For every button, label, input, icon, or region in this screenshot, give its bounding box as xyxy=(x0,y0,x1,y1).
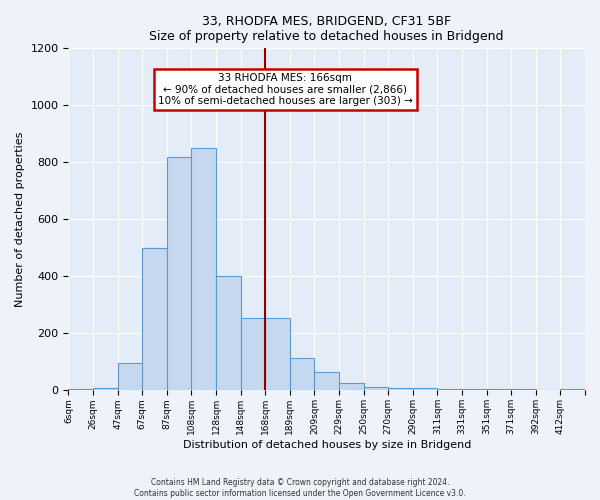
Text: Contains HM Land Registry data © Crown copyright and database right 2024.
Contai: Contains HM Land Registry data © Crown c… xyxy=(134,478,466,498)
Bar xyxy=(191,148,216,390)
Title: 33, RHODFA MES, BRIDGEND, CF31 5BF
Size of property relative to detached houses : 33, RHODFA MES, BRIDGEND, CF31 5BF Size … xyxy=(149,15,504,43)
Bar xyxy=(290,358,314,390)
Bar xyxy=(93,388,118,390)
Bar xyxy=(118,364,142,390)
Bar xyxy=(364,387,388,390)
Y-axis label: Number of detached properties: Number of detached properties xyxy=(15,132,25,307)
Bar xyxy=(511,389,536,390)
Bar xyxy=(167,156,191,390)
Bar xyxy=(216,276,241,390)
Bar xyxy=(462,389,487,390)
Text: 33 RHODFA MES: 166sqm
← 90% of detached houses are smaller (2,866)
10% of semi-d: 33 RHODFA MES: 166sqm ← 90% of detached … xyxy=(158,73,413,106)
Bar xyxy=(265,318,290,390)
Bar xyxy=(339,384,364,390)
Bar xyxy=(413,388,437,390)
Bar xyxy=(68,389,93,390)
Bar xyxy=(388,388,413,390)
Bar xyxy=(314,372,339,390)
Bar xyxy=(142,248,167,390)
Bar xyxy=(487,389,511,390)
Bar xyxy=(437,389,462,390)
X-axis label: Distribution of detached houses by size in Bridgend: Distribution of detached houses by size … xyxy=(182,440,471,450)
Bar xyxy=(241,318,265,390)
Bar xyxy=(560,389,585,390)
